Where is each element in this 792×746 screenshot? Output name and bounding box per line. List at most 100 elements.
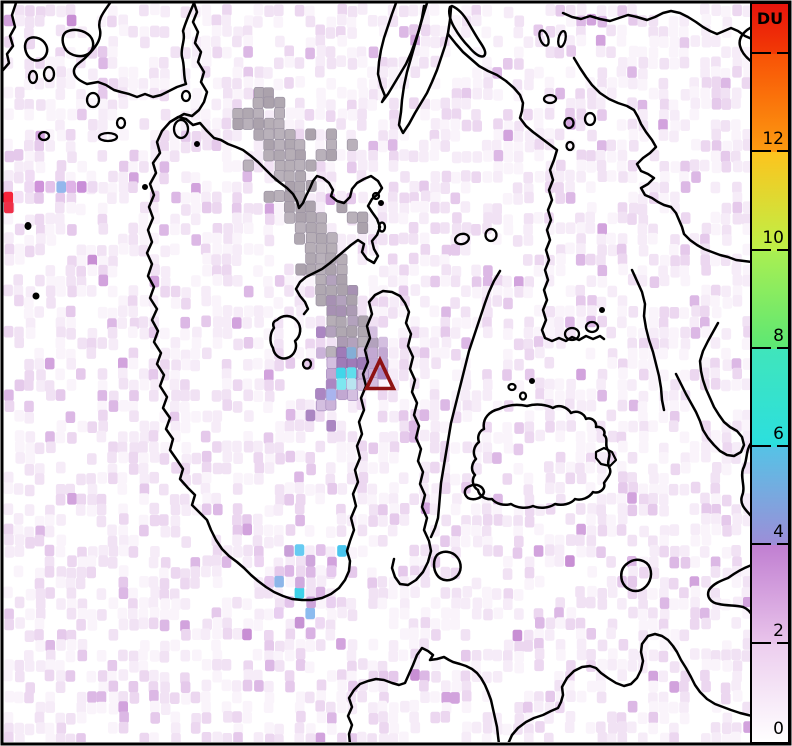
background-pixel (388, 733, 399, 742)
background-pixel (555, 24, 566, 37)
background-pixel (348, 401, 358, 413)
background-pixel (170, 139, 180, 152)
coastline (561, 9, 750, 40)
background-pixel (722, 359, 733, 371)
background-pixel (576, 305, 586, 317)
background-pixel (119, 544, 129, 557)
background-pixel (202, 410, 213, 423)
background-pixel (285, 450, 296, 463)
south-cluster-pixel (294, 544, 305, 556)
background-pixel (462, 410, 473, 422)
background-pixel (399, 398, 410, 411)
background-pixel (346, 598, 357, 610)
background-pixel (565, 192, 576, 204)
background-pixel (129, 619, 139, 631)
background-pixel (221, 597, 232, 610)
background-pixel (483, 77, 493, 89)
background-pixel (720, 213, 731, 225)
background-pixel (565, 181, 575, 193)
gray-plume-pixel (326, 232, 338, 245)
background-pixel (679, 47, 689, 60)
background-pixel (700, 294, 711, 307)
background-pixel (15, 253, 25, 265)
background-pixel (212, 627, 222, 640)
background-pixel (347, 670, 357, 683)
background-pixel (576, 3, 587, 16)
background-pixel (741, 419, 750, 432)
background-pixel (3, 712, 14, 724)
background-pixel (637, 204, 648, 216)
background-pixel (284, 420, 295, 433)
background-pixel (731, 87, 742, 100)
background-pixel (357, 56, 368, 68)
background-pixel (503, 348, 513, 361)
background-pixel (325, 110, 336, 122)
cyan-pixel (336, 378, 347, 390)
background-pixel (138, 223, 148, 236)
background-pixel (212, 274, 223, 286)
background-pixel (690, 534, 701, 547)
background-pixel (389, 441, 400, 453)
background-pixel (181, 287, 191, 299)
background-pixel (597, 77, 607, 90)
background-pixel (159, 483, 169, 496)
background-pixel (689, 316, 700, 329)
background-pixel (171, 359, 181, 372)
background-pixel (565, 711, 576, 723)
background-pixel (274, 525, 284, 537)
background-pixel (503, 109, 513, 121)
background-pixel (430, 118, 441, 130)
background-pixel (149, 606, 160, 619)
background-pixel (4, 690, 15, 703)
background-pixel (96, 430, 107, 443)
background-pixel (483, 150, 493, 162)
background-pixel (108, 629, 119, 641)
background-pixel (514, 651, 524, 663)
background-pixel (4, 389, 14, 402)
background-pixel (639, 493, 649, 506)
background-pixel (139, 576, 149, 588)
background-pixel (420, 607, 431, 619)
background-pixel (284, 638, 295, 651)
colorbar-segment-10-12 (752, 151, 788, 250)
gray-plume-pixel (357, 222, 369, 234)
background-pixel (595, 34, 606, 47)
background-pixel (87, 453, 97, 465)
background-pixel (596, 160, 607, 172)
background-pixel (212, 659, 222, 671)
background-pixel (65, 141, 76, 153)
background-pixel (170, 370, 180, 382)
background-pixel (263, 701, 274, 713)
background-pixel (77, 108, 87, 121)
background-pixel (128, 161, 138, 174)
background-pixel (513, 463, 524, 475)
gray-plume-pixel (284, 129, 296, 142)
background-pixel (128, 608, 138, 620)
background-pixel (565, 285, 576, 297)
background-pixel (659, 181, 669, 194)
colorbar-tick-label-12: 12 (762, 129, 784, 150)
background-pixel (617, 721, 628, 733)
background-pixel (450, 130, 461, 142)
background-pixel (148, 556, 159, 569)
background-pixel (296, 555, 306, 568)
background-pixel (576, 98, 586, 111)
background-pixel (471, 171, 481, 183)
background-pixel (325, 162, 336, 174)
background-pixel (253, 16, 263, 28)
background-pixel (232, 99, 242, 111)
background-pixel (336, 233, 346, 246)
background-pixel (128, 285, 139, 297)
gray-plume-pixel (295, 263, 307, 276)
background-pixel (118, 66, 129, 79)
background-pixel (659, 98, 670, 111)
background-pixel (263, 224, 273, 237)
background-pixel (493, 607, 504, 620)
background-pixel (441, 514, 451, 527)
background-pixel (420, 190, 431, 203)
background-pixel (503, 328, 513, 340)
background-pixel (514, 58, 524, 70)
background-pixel (399, 503, 410, 515)
background-pixel (388, 201, 398, 214)
background-pixel (399, 264, 409, 277)
